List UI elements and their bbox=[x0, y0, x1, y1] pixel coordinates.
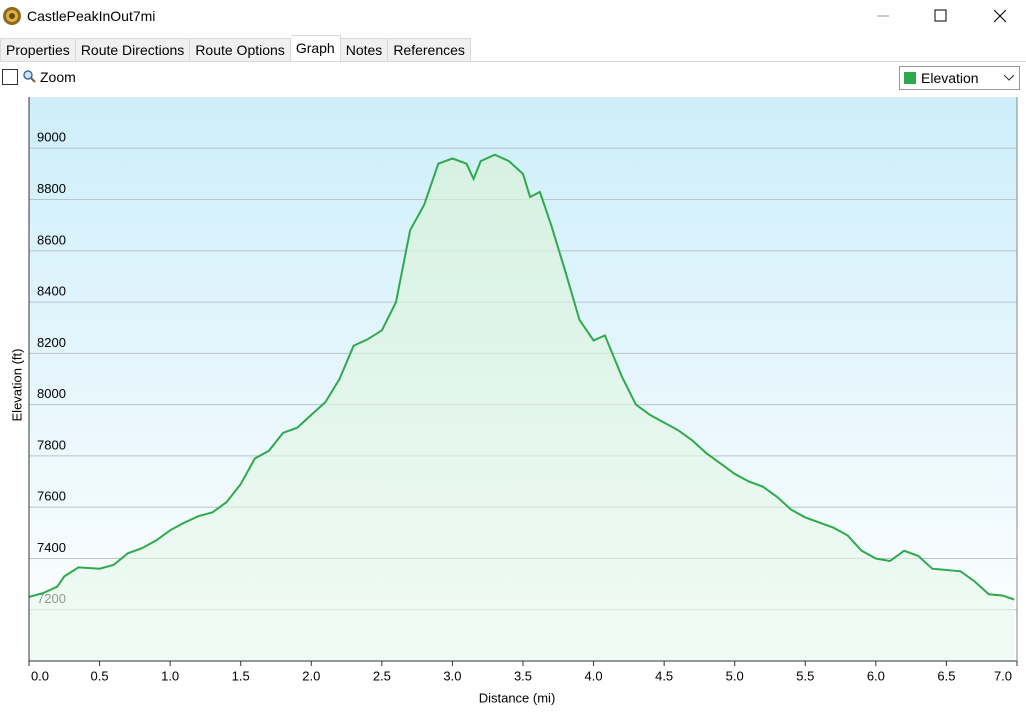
x-tick-label: 3.0 bbox=[443, 668, 461, 683]
x-tick-label: 2.0 bbox=[302, 668, 320, 683]
legend-swatch bbox=[904, 72, 916, 84]
dropdown-arrow bbox=[1004, 75, 1014, 81]
x-tick-label: 5.5 bbox=[796, 668, 814, 683]
y-tick-label: 8400 bbox=[37, 284, 66, 299]
x-tick-label: 4.0 bbox=[585, 668, 603, 683]
y-axis-label: Elevation (ft) bbox=[9, 349, 24, 422]
x-tick-label: 0.0 bbox=[31, 668, 49, 683]
x-tick-label: 3.5 bbox=[514, 668, 532, 683]
tab[interactable]: Notes bbox=[340, 38, 389, 62]
area bbox=[29, 154, 1015, 661]
window-controls bbox=[877, 9, 1007, 23]
y-tick-label: 7600 bbox=[37, 489, 66, 504]
legend-label: Elevation bbox=[921, 70, 979, 86]
y-tick-label: 8000 bbox=[37, 386, 66, 401]
maximize[interactable] bbox=[934, 9, 947, 22]
x-tick-label: 2.5 bbox=[373, 668, 391, 683]
y-tick-label: 9000 bbox=[37, 130, 66, 145]
zoom-icon bbox=[23, 70, 36, 83]
zoom-checkbox[interactable] bbox=[2, 69, 18, 85]
tab[interactable]: Route Options bbox=[190, 38, 291, 62]
y-tick-label: 8600 bbox=[37, 232, 66, 247]
x-tick-label: 1.5 bbox=[232, 668, 250, 683]
tab[interactable]: Route Directions bbox=[75, 38, 191, 62]
y-tick-label: 8200 bbox=[37, 335, 66, 350]
app-icon bbox=[3, 7, 21, 25]
line bbox=[28, 153, 1015, 601]
x-tick-label: 1.0 bbox=[161, 668, 179, 683]
tab[interactable]: Graph bbox=[290, 35, 341, 62]
tab-strip: Properties Route Directions Route Options G… bbox=[0, 35, 471, 62]
x-tick-label: 7.0 bbox=[994, 668, 1012, 683]
title-bar: CastlePeakInOut7mi bbox=[0, 0, 1026, 34]
x-tick-label: 6.0 bbox=[867, 668, 885, 683]
y-tick-label: 8800 bbox=[37, 181, 66, 196]
x-tick-label: 6.5 bbox=[937, 668, 955, 683]
chart: Elevation (ft) Distance (mi) 72007400760… bbox=[9, 97, 1018, 705]
close[interactable] bbox=[993, 9, 1007, 23]
y-tick-label: 7400 bbox=[37, 540, 66, 555]
zoom-label[interactable]: Zoom bbox=[40, 69, 76, 85]
window-title: CastlePeakInOut7mi bbox=[27, 8, 156, 24]
x-tick-label: 5.0 bbox=[726, 668, 744, 683]
series-dropdown[interactable]: Elevation bbox=[899, 66, 1020, 90]
x-tick-label: 0.5 bbox=[91, 668, 109, 683]
tab[interactable]: References bbox=[388, 38, 471, 62]
tab[interactable]: Properties bbox=[0, 38, 76, 62]
y-tick-label: 7800 bbox=[37, 437, 66, 452]
x-tick-label: 4.5 bbox=[655, 668, 673, 683]
tab-line bbox=[0, 61, 1026, 62]
x-axis-label: Distance (mi) bbox=[479, 690, 556, 705]
